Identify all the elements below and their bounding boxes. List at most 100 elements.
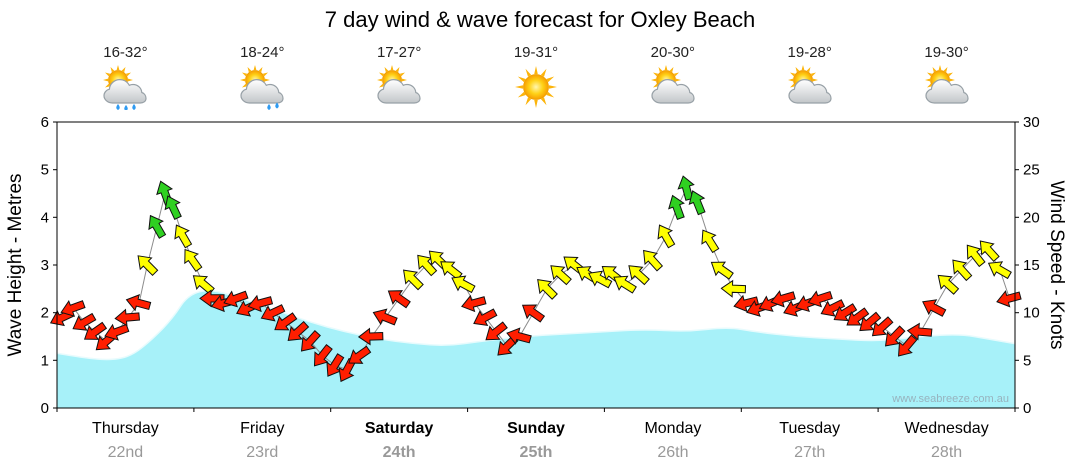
wind-tick-label: 25	[1023, 162, 1040, 179]
wind-arrow	[628, 265, 650, 286]
day-temp-range: 20-30°	[650, 44, 696, 61]
wind-tick-label: 10	[1023, 305, 1040, 322]
wind-arrow	[174, 224, 193, 249]
wind-arrow	[473, 308, 498, 327]
day-temp-range: 18-24°	[240, 44, 285, 61]
wind-arrow	[733, 294, 759, 313]
day-date-label: 22nd	[108, 444, 144, 461]
wind-arrow	[987, 261, 1012, 280]
wind-arrow	[884, 325, 906, 347]
wind-arrow	[260, 304, 286, 322]
wind-arrow	[348, 345, 372, 364]
wind-tick-label: 0	[1023, 400, 1031, 417]
weather-icon-sun-cloud	[372, 64, 426, 110]
raindrop-icon	[124, 105, 129, 111]
wind-arrow	[701, 229, 720, 254]
weather-icon-sun-cloud	[920, 64, 974, 110]
wind-arrow	[521, 304, 546, 323]
wind-arrow	[184, 248, 203, 272]
wind-arrow	[387, 290, 411, 309]
wind-tick-label: 20	[1023, 209, 1040, 226]
day-date-label: 24th	[383, 444, 416, 461]
wind-arrow	[137, 255, 159, 277]
wind-tick-label: 30	[1023, 114, 1040, 131]
wind-arrow	[897, 334, 918, 357]
wave-axis-label: Wave Height - Metres	[5, 173, 26, 357]
weather-icon-sun-cloud-rain-light	[235, 64, 289, 110]
wind-arrow	[820, 299, 846, 317]
cloud-icon	[377, 78, 421, 104]
wind-arrow	[104, 323, 130, 341]
wind-arrow	[537, 279, 558, 300]
wind-arrow	[807, 290, 833, 308]
day-temp-range: 16-32°	[103, 44, 148, 61]
wind-arrow	[668, 194, 685, 221]
day-name-label: Thursday	[92, 420, 159, 437]
day-name-label: Saturday	[365, 420, 434, 437]
wind-arrow	[952, 259, 973, 282]
wind-arrow	[313, 344, 333, 367]
wind-arrow	[199, 289, 225, 308]
wind-arrow	[846, 307, 870, 326]
wind-arrow	[871, 316, 894, 337]
wind-arrow	[906, 322, 933, 341]
wind-arrow	[60, 299, 86, 317]
wave-height-area	[57, 290, 1015, 408]
day-name-label: Monday	[644, 420, 701, 437]
day-name-label: Friday	[240, 420, 284, 437]
weather-icon-sun-cloud	[783, 64, 837, 110]
wind-arrow	[710, 261, 734, 280]
wind-arrow	[83, 321, 108, 340]
day-temp-range: 17-27°	[376, 44, 422, 61]
cloud-icon	[240, 78, 284, 104]
wind-arrow	[372, 308, 398, 326]
wind-arrow	[485, 321, 508, 341]
raindrop-icon	[267, 104, 272, 110]
wind-arrow	[223, 290, 249, 308]
wind-arrow	[643, 249, 664, 272]
wave-tick-label: 2	[41, 305, 49, 322]
wind-arrow	[114, 308, 141, 327]
wind-tick-label: 15	[1023, 257, 1040, 274]
day-date-label: 28th	[931, 444, 962, 461]
wind-arrow	[125, 294, 152, 312]
raindrop-icon	[116, 104, 121, 110]
raindrop-icon	[275, 102, 280, 109]
wave-tick-label: 4	[41, 209, 49, 226]
weather-icon-sun-cloud-rain	[98, 64, 152, 111]
cloud-icon	[924, 78, 969, 104]
wind-arrow	[979, 240, 1000, 262]
wind-arrow	[550, 265, 572, 286]
day-name-label: Wednesday	[904, 420, 988, 437]
sun-icon	[523, 74, 549, 100]
page-title: 7 day wind & wave forecast for Oxley Bea…	[324, 7, 756, 32]
wind-arrow	[657, 224, 676, 249]
day-temp-range: 19-31°	[513, 44, 559, 61]
wind-arrow	[996, 290, 1022, 308]
wind-arrow	[300, 330, 321, 352]
wave-tick-label: 1	[41, 352, 49, 369]
day-temp-range: 19-28°	[787, 44, 832, 61]
wind-arrow	[192, 275, 215, 295]
raindrop-icon	[132, 104, 137, 110]
wind-arrow	[403, 269, 424, 291]
wave-area-edge	[56, 289, 1016, 361]
forecast-days-header: 16-32° 18-24° 17-27° 19-31° 20-30° 19-28° 19-3…	[0, 0, 1080, 120]
weather-icon-sun-cloud	[646, 64, 700, 110]
day-date-label: 25th	[520, 444, 553, 461]
watermark: www.seabreeze.com.au	[891, 393, 1009, 405]
wind-arrow	[274, 312, 298, 331]
wave-tick-label: 5	[41, 162, 49, 179]
wind-arrow	[357, 327, 384, 346]
wind-arrow	[770, 290, 796, 308]
wind-arrow	[247, 294, 274, 313]
day-name-label: Tuesday	[779, 420, 840, 437]
wind-arrow	[164, 195, 182, 220]
wind-arrow	[677, 175, 695, 201]
wind-arrow	[72, 312, 97, 331]
cloud-icon	[788, 78, 832, 104]
wind-arrow	[613, 275, 637, 294]
